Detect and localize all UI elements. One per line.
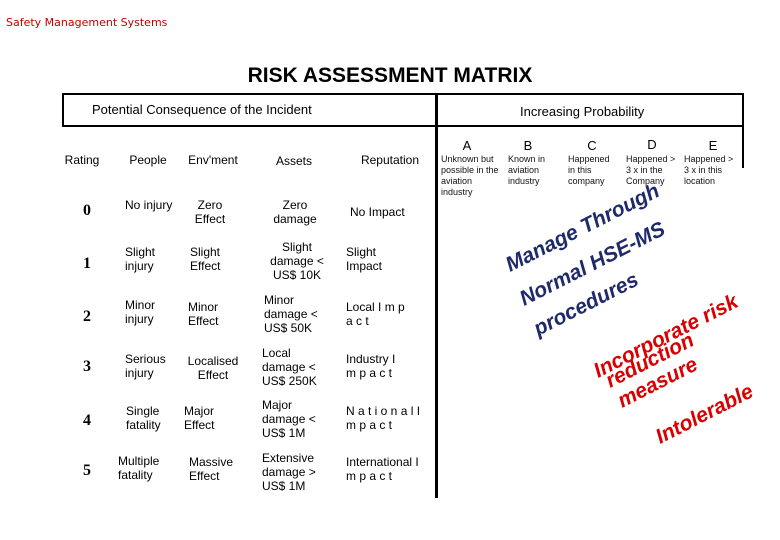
- right-border: [742, 93, 744, 168]
- brand-label: Safety Management Systems: [6, 16, 168, 29]
- assets-cell: Major damage < US$ 1M: [262, 398, 316, 440]
- env-cell: Zero Effect: [194, 198, 226, 226]
- section-divider: [435, 93, 438, 498]
- env-cell: Massive Effect: [189, 455, 234, 483]
- prob-desc-a: Unknown but possible in the aviation ind…: [441, 154, 499, 197]
- people-cell: Single fatality: [126, 404, 161, 432]
- people-cell: Multiple fatality: [118, 454, 160, 482]
- reputation-cell: No Impact: [350, 205, 405, 219]
- page-title: RISK ASSESSMENT MATRIX: [247, 64, 533, 87]
- assets-cell: Zero damage: [273, 198, 317, 226]
- people-cell: Minor injury: [125, 298, 156, 326]
- rating-4: 4: [83, 412, 91, 429]
- left-border: [62, 93, 64, 125]
- assets-cell: Local damage < US$ 250K: [262, 346, 317, 388]
- people-cell: Slight injury: [125, 245, 156, 273]
- reputation-cell: N a t i o n a l I m p a c t: [346, 404, 421, 432]
- reputation-cell: International I m p a c t: [346, 455, 419, 483]
- rating-0: 0: [83, 202, 91, 219]
- rating-3: 3: [83, 358, 91, 375]
- col-people: People: [129, 153, 167, 167]
- reputation-cell: Slight Impact: [346, 245, 383, 273]
- prob-desc-c: Happened in this company: [568, 154, 610, 186]
- consequence-title: Potential Consequence of the Incident: [92, 102, 312, 117]
- header-rule: [62, 125, 744, 127]
- env-cell: Slight Effect: [190, 245, 221, 273]
- env-cell: Major Effect: [184, 404, 215, 432]
- prob-letter-a: A: [462, 138, 472, 153]
- assets-cell: Minor damage < US$ 50K: [264, 293, 318, 335]
- assets-cell: Slight damage < US$ 10K: [270, 240, 324, 282]
- reputation-cell: Industry I m p a c t: [346, 352, 396, 380]
- rating-1: 1: [83, 255, 91, 272]
- prob-letter-d: D: [647, 137, 657, 152]
- env-cell: Minor Effect: [188, 300, 219, 328]
- prob-desc-d: Happened > 3 x in the Company: [626, 154, 676, 186]
- probability-title: Increasing Probability: [520, 104, 645, 119]
- people-cell: Serious injury: [125, 352, 166, 380]
- prob-letter-c: C: [587, 138, 597, 153]
- col-rating: Rating: [64, 153, 100, 167]
- prob-desc-b: Known in aviation industry: [508, 154, 546, 186]
- col-environment: Env'ment: [188, 153, 238, 167]
- prob-letter-b: B: [523, 138, 533, 153]
- col-assets: Assets: [275, 154, 312, 168]
- env-cell: Localised Effect: [187, 354, 239, 382]
- col-reputation: Reputation: [360, 153, 420, 167]
- top-border: [62, 93, 744, 95]
- prob-letter-e: E: [708, 138, 718, 153]
- reputation-cell: Local I m p a c t: [346, 300, 405, 328]
- rating-2: 2: [83, 308, 91, 325]
- rating-5: 5: [83, 462, 91, 479]
- assets-cell: Extensive damage > US$ 1M: [262, 451, 316, 493]
- people-cell: No injury: [125, 198, 173, 212]
- prob-desc-e: Happened > 3 x in this location: [684, 154, 734, 186]
